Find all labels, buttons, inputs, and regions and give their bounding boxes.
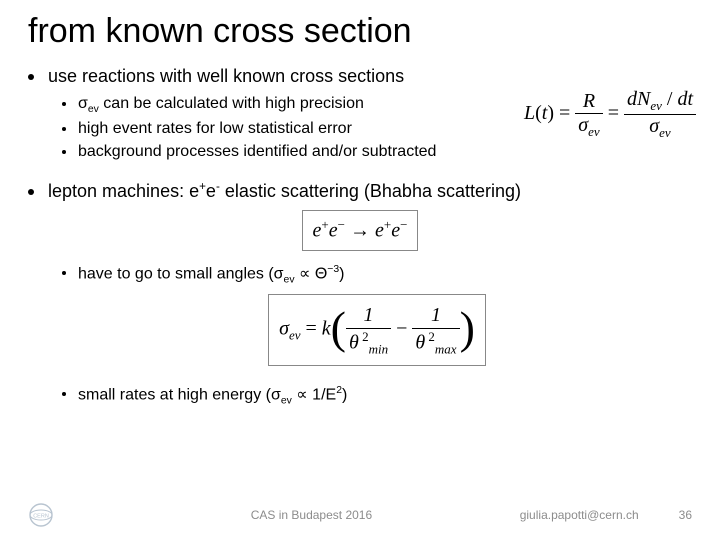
formula-sigma-box: σev = k(1θ 2min − 1θ 2max)	[268, 294, 486, 366]
b2-post: elastic scattering (Bhabha scattering)	[220, 181, 521, 201]
bullet-2a: have to go to small angles (σev ∝ Θ−3) σ…	[62, 263, 692, 366]
b2b-post: )	[342, 386, 347, 403]
b2a-sub: ev	[284, 274, 295, 285]
bullet-2-text: lepton machines: e+e- elastic scattering…	[48, 180, 521, 203]
formula-ee: e+e− → e+e−	[28, 210, 692, 251]
bullet-2a-text: have to go to small angles (σev ∝ Θ−3)	[78, 263, 344, 287]
bullet-2-sublist: have to go to small angles (σev ∝ Θ−3) σ…	[28, 263, 692, 408]
bullet-dot	[62, 271, 66, 275]
footer-center: CAS in Budapest 2016	[251, 508, 372, 522]
formula-sigma: σev = k(1θ 2min − 1θ 2max)	[62, 294, 692, 366]
slide: from known cross section use reactions w…	[0, 0, 720, 540]
bullet-1-text: use reactions with well known cross sect…	[48, 65, 404, 88]
b2a-pre: have to go to small angles (σ	[78, 265, 284, 282]
bullet-2b-text: small rates at high energy (σev ∝ 1/E2)	[78, 384, 347, 408]
bullet-dot	[28, 189, 34, 195]
footer: CERN CAS in Budapest 2016 giulia.papotti…	[0, 502, 720, 528]
bullet-1c: background processes identified and/or s…	[62, 142, 692, 162]
bullet-1a-text: σev can be calculated with high precisio…	[78, 94, 364, 116]
bullet-dot	[62, 127, 66, 131]
b2a-post: )	[339, 265, 344, 282]
footer-page-number: 36	[679, 508, 692, 522]
b2-sup1: +	[199, 180, 206, 193]
bullet-dot	[62, 150, 66, 154]
bullet-2b: small rates at high energy (σev ∝ 1/E2)	[62, 384, 692, 408]
bullet-1a-tail: can be calculated with high precision	[99, 95, 364, 112]
b2b-pre: small rates at high energy (σ	[78, 386, 281, 403]
formula-ee-box: e+e− → e+e−	[302, 210, 419, 251]
b2a-sup: −3	[327, 264, 339, 275]
svg-text:CERN: CERN	[33, 514, 49, 520]
b2a-mid: ∝ Θ	[295, 265, 328, 282]
bullet-dot	[62, 102, 66, 106]
sigma-sub: ev	[88, 104, 99, 115]
formula-luminosity: L(t) = Rσev = dNev / dtσev	[524, 88, 696, 141]
b2-pre: lepton machines: e	[48, 181, 199, 201]
bullet-dot	[28, 74, 34, 80]
bullet-dot	[62, 392, 66, 396]
b2-mid: e	[206, 181, 216, 201]
b2b-mid: ∝ 1/E	[292, 386, 336, 403]
sigma-symbol: σ	[78, 95, 88, 112]
bullet-1c-text: background processes identified and/or s…	[78, 142, 436, 162]
slide-title: from known cross section	[28, 12, 692, 51]
cern-logo-icon: CERN	[28, 502, 54, 528]
bullet-1b-text: high event rates for low statistical err…	[78, 119, 352, 139]
b2b-sub: ev	[281, 395, 292, 406]
footer-email: giulia.papotti@cern.ch	[520, 508, 639, 522]
bullet-2: lepton machines: e+e- elastic scattering…	[28, 180, 692, 408]
